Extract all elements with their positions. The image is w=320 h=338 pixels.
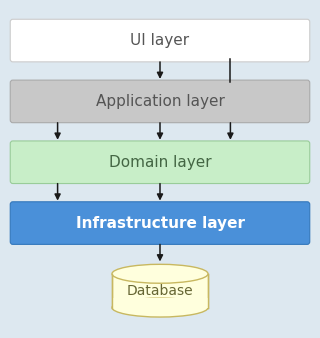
Ellipse shape xyxy=(112,298,208,317)
Text: Infrastructure layer: Infrastructure layer xyxy=(76,216,244,231)
Polygon shape xyxy=(112,298,208,308)
FancyBboxPatch shape xyxy=(10,141,310,184)
Text: Domain layer: Domain layer xyxy=(109,155,211,170)
Ellipse shape xyxy=(112,264,208,283)
Text: Database: Database xyxy=(127,284,193,298)
Text: Application layer: Application layer xyxy=(96,94,224,109)
Text: UI layer: UI layer xyxy=(131,33,189,48)
FancyBboxPatch shape xyxy=(10,202,310,244)
Polygon shape xyxy=(112,274,208,308)
FancyBboxPatch shape xyxy=(10,80,310,123)
FancyBboxPatch shape xyxy=(10,19,310,62)
